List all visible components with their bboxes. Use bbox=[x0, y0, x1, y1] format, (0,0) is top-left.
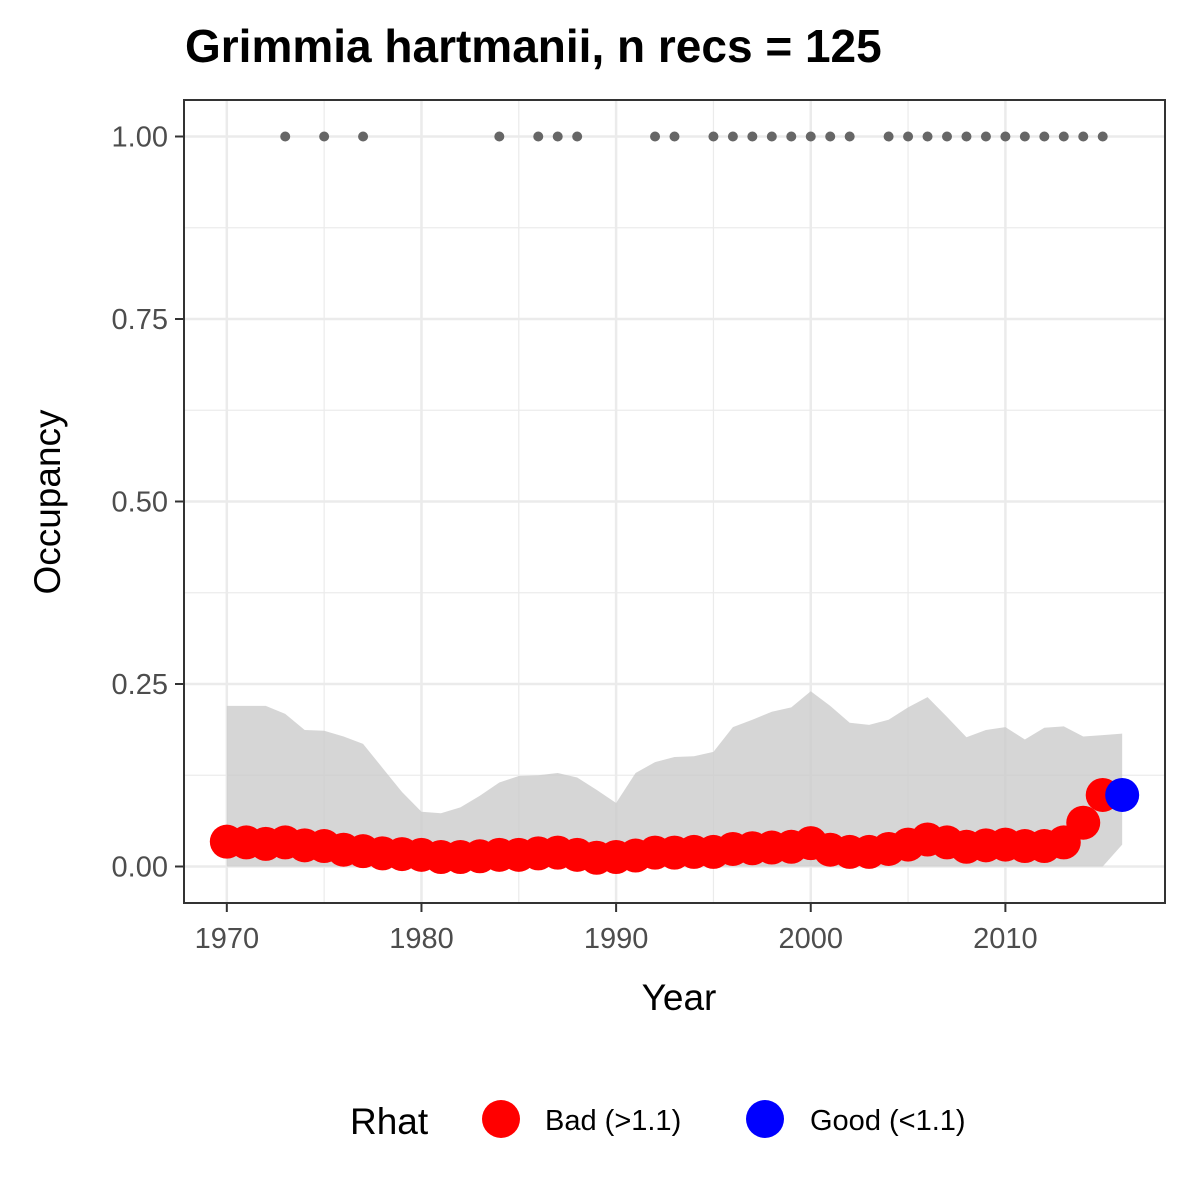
legend-bad-swatch bbox=[482, 1100, 520, 1138]
record-dot bbox=[669, 131, 680, 142]
record-dot bbox=[1078, 131, 1089, 142]
x-tick-label: 1980 bbox=[389, 923, 454, 955]
uncertainty-ribbon bbox=[226, 691, 1123, 867]
x-tick-label: 2010 bbox=[973, 923, 1038, 955]
record-dot bbox=[708, 131, 719, 142]
record-dot bbox=[1058, 131, 1069, 142]
record-dot bbox=[1097, 131, 1108, 142]
y-axis-title: Occupancy bbox=[27, 409, 68, 595]
record-dot bbox=[805, 131, 816, 142]
record-dot bbox=[1019, 131, 1030, 142]
x-tick-label: 1990 bbox=[584, 923, 649, 955]
record-dot bbox=[942, 131, 952, 142]
record-dot bbox=[552, 131, 563, 142]
record-dot bbox=[980, 131, 991, 142]
y-tick-label: 0.25 bbox=[112, 669, 168, 701]
record-dot bbox=[727, 131, 738, 142]
record-dot bbox=[883, 131, 894, 142]
record-dot bbox=[494, 131, 505, 142]
record-dot bbox=[533, 131, 544, 142]
record-dot bbox=[766, 131, 777, 142]
y-tick-label: 0.50 bbox=[112, 487, 168, 519]
y-tick-label: 0.00 bbox=[112, 852, 168, 884]
legend-good-label: Good (<1.1) bbox=[810, 1105, 966, 1137]
x-axis: 1970 1980 1990 2000 2010 bbox=[195, 903, 1038, 955]
occupancy-point-bad bbox=[1066, 805, 1101, 840]
record-dot bbox=[844, 131, 855, 142]
x-tick-label: 1970 bbox=[195, 923, 260, 955]
record-dot bbox=[650, 131, 661, 142]
record-dot bbox=[903, 131, 914, 142]
uncertainty-ribbon-layer bbox=[226, 691, 1123, 867]
occupancy-points-layer bbox=[209, 777, 1140, 875]
record-dot bbox=[319, 131, 330, 142]
chart-title: Grimmia hartmanii, n recs = 125 bbox=[185, 20, 882, 72]
record-dot bbox=[961, 131, 972, 142]
record-dot bbox=[825, 131, 836, 142]
record-dot bbox=[280, 131, 291, 142]
record-dot bbox=[747, 131, 758, 142]
record-dot bbox=[358, 131, 369, 142]
record-dot bbox=[922, 131, 933, 142]
legend-bad-label: Bad (>1.1) bbox=[545, 1105, 681, 1137]
record-dot bbox=[572, 131, 583, 142]
occupancy-point-good bbox=[1105, 777, 1140, 812]
record-dot bbox=[786, 131, 797, 142]
y-tick-label: 1.00 bbox=[112, 122, 168, 154]
legend-good-swatch bbox=[746, 1100, 784, 1138]
x-axis-title: Year bbox=[642, 977, 717, 1018]
record-dots-layer bbox=[280, 131, 1108, 142]
legend-title: Rhat bbox=[350, 1101, 429, 1142]
x-tick-label: 2000 bbox=[778, 923, 843, 955]
y-axis: 0.00 0.25 0.50 0.75 1.00 bbox=[112, 122, 184, 884]
record-dot bbox=[1039, 131, 1050, 142]
y-tick-label: 0.75 bbox=[112, 304, 168, 336]
record-dot bbox=[1000, 131, 1011, 142]
legend: Rhat Bad (>1.1) Good (<1.1) bbox=[350, 1100, 966, 1142]
